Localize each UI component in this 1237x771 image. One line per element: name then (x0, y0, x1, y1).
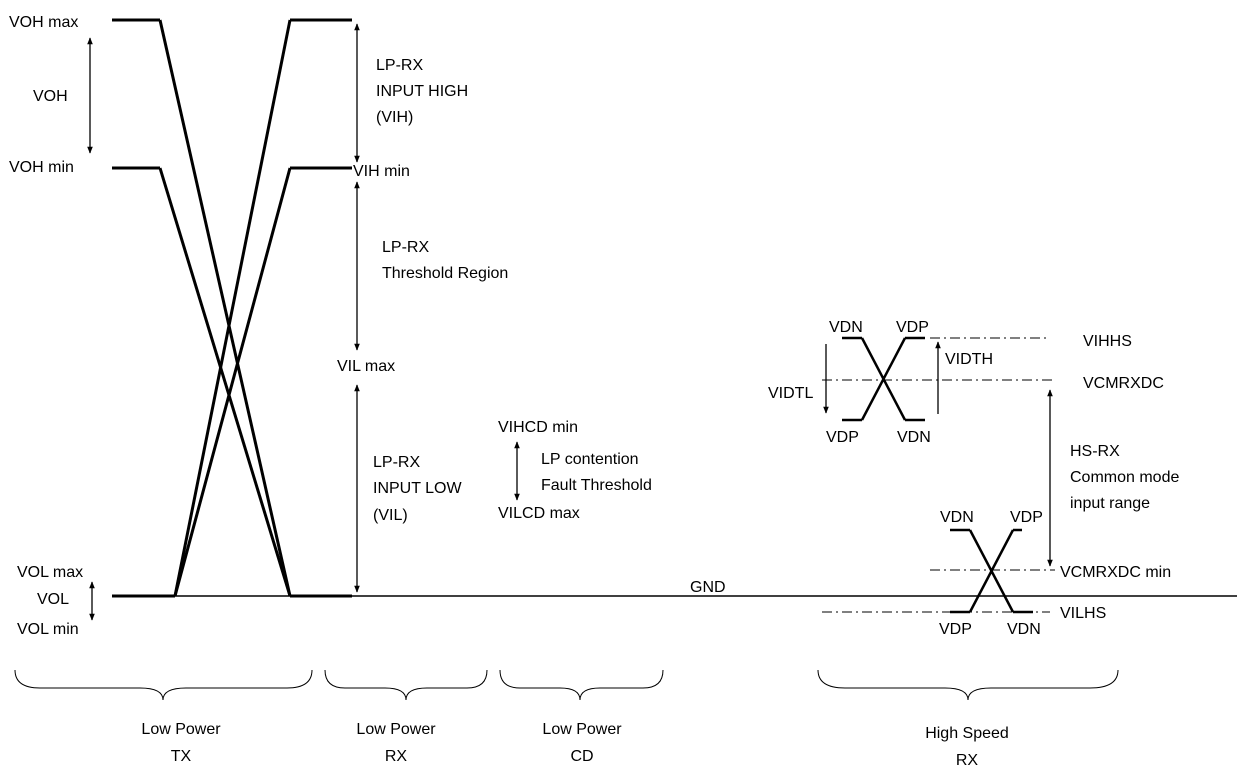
vidtl-label: VIDTL (768, 385, 813, 402)
hs-upper-crossover (842, 336, 925, 422)
section-lp-rx-line2: RX (385, 748, 408, 765)
vdp-bottom-left-label: VDP (826, 429, 859, 446)
vdp-top-right-label: VDP (896, 319, 929, 336)
hsrx-label-1: HS-RX (1070, 443, 1120, 460)
lp-tx-waveforms (112, 18, 352, 598)
vol-label: VOL (37, 591, 69, 608)
vihhs-label: VIHHS (1083, 333, 1132, 350)
vilhs-label: VILHS (1060, 605, 1106, 622)
input-low-label-2: INPUT LOW (373, 480, 463, 497)
input-high-label-2: INPUT HIGH (376, 83, 468, 100)
vidth-label: VIDTH (945, 351, 993, 368)
brace-lp-cd (499, 669, 664, 701)
vdn-top-left-label: VDN (829, 319, 863, 336)
section-lp-cd-line2: CD (570, 748, 593, 765)
threshold-label-2: Threshold Region (382, 265, 508, 282)
input-high-label-3: (VIH) (376, 109, 413, 126)
voh-label: VOH (33, 88, 68, 105)
gnd-label: GND (690, 579, 726, 596)
input-high-label-1: LP-RX (376, 57, 423, 74)
input-low-label-3: (VIL) (373, 507, 408, 524)
vdp-low-right-label: VDP (1010, 509, 1043, 526)
vdp-low-bottom-left-label: VDP (939, 621, 972, 638)
vdn-bottom-right-label: VDN (897, 429, 931, 446)
brace-hs-rx (817, 669, 1119, 701)
section-lp-tx-line1: Low Power (141, 721, 221, 738)
brace-lp-rx (324, 669, 488, 701)
vol-max-label: VOL max (17, 564, 83, 581)
vihcd-min-label: VIHCD min (498, 419, 578, 436)
voh-min-label: VOH min (9, 159, 74, 176)
vcmrxdc-label: VCMRXDC (1083, 375, 1164, 392)
section-lp-rx-line1: Low Power (356, 721, 436, 738)
vdn-low-bottom-right-label: VDN (1007, 621, 1041, 638)
contention-label-1: LP contention (541, 451, 639, 468)
contention-label-2: Fault Threshold (541, 477, 652, 494)
section-lp-tx-line2: TX (171, 748, 192, 765)
voh-max-label: VOH max (9, 14, 78, 31)
vol-min-label: VOL min (17, 621, 79, 638)
section-lp-cd-line1: Low Power (542, 721, 622, 738)
section-hs-rx-line2: RX (956, 752, 979, 769)
vcmrxdc-min-label: VCMRXDC min (1060, 564, 1171, 581)
section-hs-rx-line1: High Speed (925, 725, 1009, 742)
vdn-low-left-label: VDN (940, 509, 974, 526)
threshold-label-1: LP-RX (382, 239, 429, 256)
input-low-label-1: LP-RX (373, 454, 420, 471)
vil-max-label: VIL max (337, 358, 395, 375)
vilcd-max-label: VILCD max (498, 505, 580, 522)
hsrx-label-2: Common mode (1070, 469, 1179, 486)
brace-lp-tx (14, 669, 313, 701)
hsrx-label-3: input range (1070, 495, 1150, 512)
vih-min-label: VIH min (353, 163, 410, 180)
hs-lower-crossover (950, 528, 1033, 614)
